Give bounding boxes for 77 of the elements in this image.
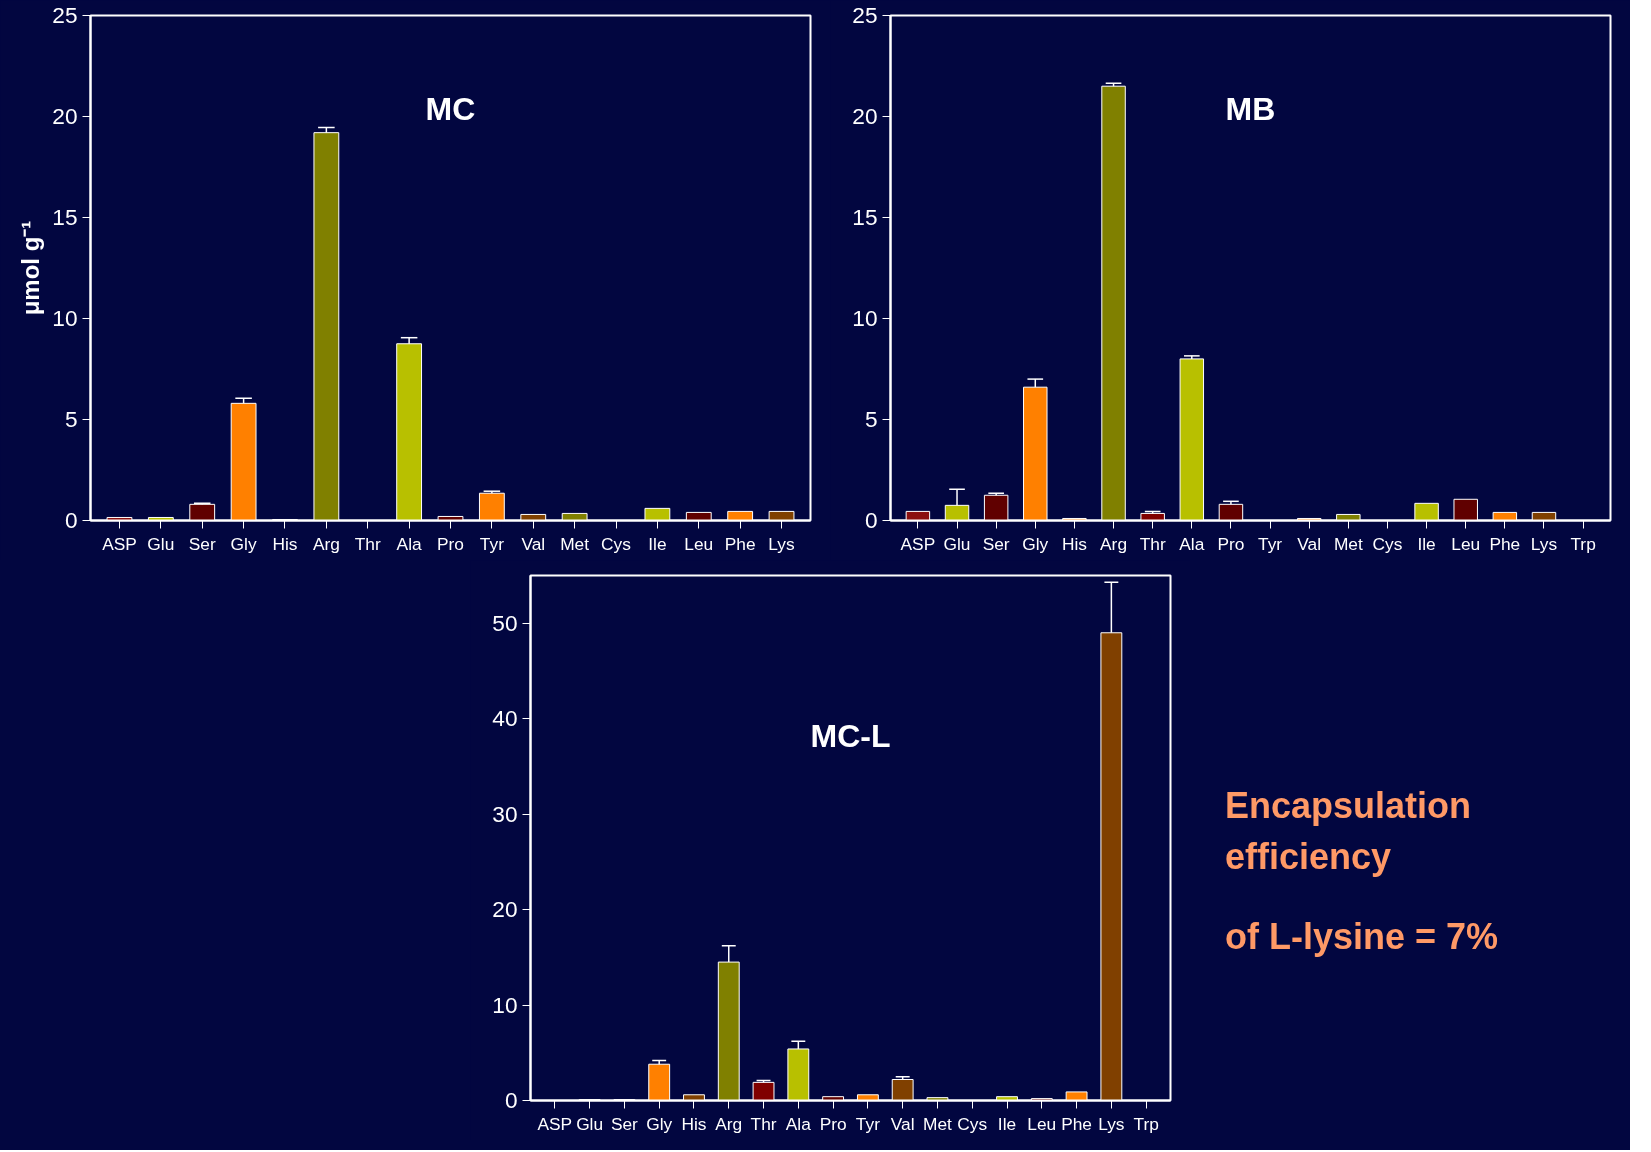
x-tick-label: Cys <box>601 533 632 554</box>
x-tick-label: Ala <box>785 1113 812 1134</box>
y-tick-label: 10 <box>492 991 518 1018</box>
x-tick-label: Phe <box>724 533 756 554</box>
x-tick-label: Val <box>890 1113 915 1134</box>
x-tick-label: Leu <box>1451 533 1481 554</box>
x-tick-label: Tyr <box>1258 533 1283 554</box>
x-tick-label: Val <box>521 533 546 554</box>
y-tick-label: 25 <box>852 2 878 28</box>
x-tick-label: Leu <box>1027 1113 1057 1134</box>
x-tick-label: Thr <box>354 533 381 554</box>
y-tick-label: 0 <box>504 1087 518 1113</box>
x-tick-label: Met <box>1333 533 1363 554</box>
x-tick-label: His <box>1061 533 1088 554</box>
y-tick-label: 20 <box>492 896 518 923</box>
x-tick-label: Val <box>1297 533 1322 554</box>
x-tick-label: Arg <box>312 533 340 554</box>
x-tick-label: Tyr <box>479 533 505 554</box>
y-tick-label: 20 <box>52 103 78 129</box>
x-tick-label: Thr <box>1139 533 1166 554</box>
x-tick-label: Ser <box>982 533 1010 554</box>
text: of L-lysine = 7% <box>1225 914 1500 959</box>
x-tick-label: Ser <box>610 1113 639 1134</box>
x-tick-label: Met <box>560 533 590 554</box>
x-tick-label: Phe <box>1061 1113 1093 1134</box>
x-tick-label: Pro <box>437 533 464 554</box>
x-tick-label: Pro <box>819 1113 847 1134</box>
y-axis-title: μmol g⁻¹ <box>17 220 45 316</box>
y-tick-label: 0 <box>864 507 878 533</box>
x-tick-label: Arg <box>1100 533 1128 554</box>
y-tick-label: 15 <box>52 204 78 230</box>
x-tick-label: Gly <box>1022 533 1049 554</box>
y-tick-label: 5 <box>864 406 878 432</box>
x-tick-label: Arg <box>715 1113 743 1134</box>
x-tick-label: Lys <box>1098 1113 1125 1134</box>
x-tick-label: Pro <box>1217 533 1245 554</box>
x-tick-label: Ile <box>648 533 667 554</box>
x-tick-label: Glu <box>943 533 971 554</box>
x-tick-label: His <box>681 1113 707 1134</box>
x-tick-label: His <box>272 533 298 554</box>
x-tick-label: Gly <box>230 533 257 554</box>
x-tick-label: Met <box>923 1113 953 1134</box>
x-tick-label: Trp <box>1133 1113 1159 1134</box>
x-tick-label: Ile <box>997 1113 1017 1134</box>
y-tick-label: 40 <box>492 705 518 732</box>
x-tick-label: Gly <box>646 1113 673 1134</box>
x-tick-label: Ala <box>1179 533 1205 554</box>
text: MB <box>1225 90 1276 127</box>
x-tick-label: ASP <box>102 533 137 554</box>
x-tick-label: Ala <box>396 533 423 554</box>
y-tick-label: 30 <box>492 800 518 827</box>
x-tick-label: Cys <box>957 1113 988 1134</box>
x-tick-label: ASP <box>537 1113 573 1134</box>
x-tick-label: Glu <box>147 533 175 554</box>
y-tick-label: 0 <box>64 507 78 533</box>
x-tick-label: Tyr <box>855 1113 881 1134</box>
y-tick-label: 10 <box>852 305 878 331</box>
x-tick-label: Ile <box>1417 533 1436 554</box>
y-tick-label: 10 <box>52 305 78 331</box>
x-tick-label: Leu <box>684 533 714 554</box>
y-tick-label: 50 <box>492 609 518 636</box>
x-tick-label: Ser <box>188 533 216 554</box>
text: MC <box>425 90 476 127</box>
text: MC-L <box>810 718 891 754</box>
x-tick-label: Thr <box>750 1113 777 1134</box>
x-tick-label: Lys <box>1530 533 1558 554</box>
x-tick-label: Cys <box>1372 533 1403 554</box>
x-tick-label: Glu <box>576 1113 604 1134</box>
text: Encapsulation efficiency <box>1225 784 1473 880</box>
y-tick-label: 15 <box>852 204 878 230</box>
x-tick-label: Trp <box>1570 533 1596 554</box>
y-tick-label: 25 <box>52 2 78 28</box>
x-tick-label: Phe <box>1489 533 1521 554</box>
y-tick-label: 20 <box>852 103 878 129</box>
x-tick-label: Lys <box>768 533 796 554</box>
x-tick-label: ASP <box>900 533 936 554</box>
y-tick-label: 5 <box>64 406 78 432</box>
